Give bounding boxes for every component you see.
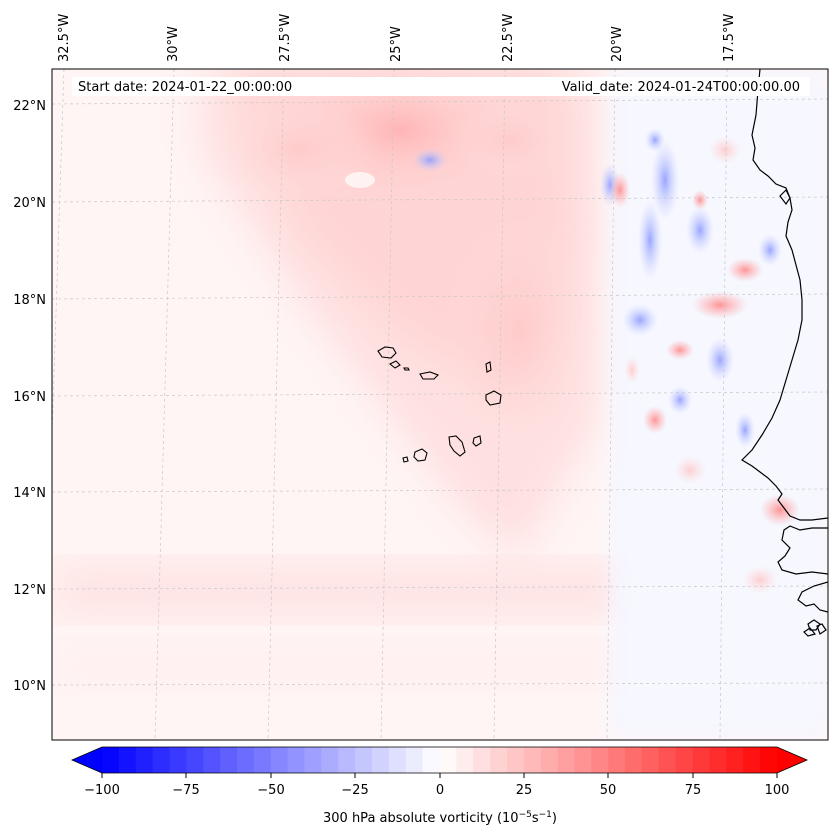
colorbar-segment [405, 747, 424, 773]
island-santiago [448, 435, 466, 457]
island-brava [402, 456, 409, 463]
colorbar-segment [658, 747, 677, 773]
start-date-label: Start date: 2024-01-22_00:00:00 [78, 80, 292, 95]
colorbar-title: 300 hPa absolute vorticity (10−5s−1) [323, 810, 557, 826]
colorbar-segment [473, 747, 491, 773]
colorbar-segment [507, 747, 525, 773]
colorbar-min-extend-arrow [72, 747, 102, 773]
colorbar-tick-label: −100 [84, 783, 120, 798]
colorbar-segment [760, 747, 778, 773]
coastline-gambia [777, 525, 828, 575]
colorbar-segments [102, 747, 778, 773]
colorbar-segment [490, 747, 508, 773]
island-sao-nicolau [419, 371, 439, 380]
lon-label: 30°W [166, 26, 181, 62]
coastline-mauritania-senegal [741, 69, 828, 521]
coastal-islet-1 [803, 627, 817, 637]
colorbar-segment [203, 747, 221, 773]
colorbar-segment [642, 747, 660, 773]
colorbar-tick-label: 50 [600, 783, 617, 798]
map-gridlines [52, 69, 828, 740]
coastline-guinea-bissau [797, 581, 828, 613]
colorbar-segment [253, 747, 272, 773]
coastal-islet-3 [779, 188, 791, 206]
latitude-labels: 22°N 20°N 18°N 16°N 14°N 12°N 10°N [13, 99, 46, 694]
colorbar-segment [523, 747, 542, 773]
lon-label: 27.5°W [278, 14, 293, 62]
lat-label: 18°N [13, 293, 46, 308]
colorbar-segment [692, 747, 711, 773]
colorbar-segment [540, 747, 559, 773]
island-santa-luzia [403, 367, 410, 371]
colorbar-tick-label: 25 [516, 783, 533, 798]
longitude-labels: 32.5°W 30°W 27.5°W 25°W 22.5°W 20°W 17.5… [57, 14, 737, 62]
valid-date-label: Valid_date: 2024-01-24T00:00:00.00 [562, 80, 800, 95]
island-santo-antao [377, 346, 397, 359]
colorbar-ticks [101, 773, 778, 778]
lon-label: 25°W [389, 26, 404, 62]
colorbar-segment [675, 747, 694, 773]
colorbar-tick-label: −50 [257, 783, 284, 798]
colorbar-segment [372, 747, 390, 773]
colorbar-segment [304, 747, 322, 773]
colorbar-segment [608, 747, 626, 773]
colorbar-segment [220, 747, 238, 773]
island-fogo [413, 448, 428, 462]
colorbar-segment [287, 747, 306, 773]
colorbar-tick-label: 0 [436, 783, 444, 798]
colorbar-tick-label: −25 [341, 783, 368, 798]
lat-label: 16°N [13, 390, 46, 405]
colorbar-segment [270, 747, 289, 773]
colorbar-segment [355, 747, 373, 773]
colorbar-tick-label: −75 [172, 783, 199, 798]
colorbar-segment [338, 747, 356, 773]
colorbar-segment [237, 747, 255, 773]
colorbar-segment [591, 747, 609, 773]
west-african-coastline [741, 69, 828, 637]
colorbar-segment [422, 747, 441, 773]
lon-label: 20°W [610, 26, 625, 62]
colorbar-segment [135, 747, 154, 773]
island-boa-vista [485, 390, 502, 406]
colorbar-segment [186, 747, 204, 773]
lat-label: 14°N [13, 486, 46, 501]
lon-label: 17.5°W [722, 14, 737, 62]
colorbar-segment [388, 747, 407, 773]
island-sao-vicente [388, 360, 401, 369]
lat-label: 22°N [13, 99, 46, 114]
coastal-islet-2 [816, 623, 827, 635]
map-frame [51, 68, 829, 741]
colorbar-segment [152, 747, 171, 773]
colorbar-segment [726, 747, 744, 773]
colorbar-max-extend-arrow [777, 747, 807, 773]
header-box [72, 77, 810, 96]
lat-label: 20°N [13, 196, 46, 211]
colorbar-segment [709, 747, 727, 773]
colorbar-tick-label: 75 [685, 783, 702, 798]
colorbar-segment [439, 747, 457, 773]
colorbar-tick-labels: −100 −75 −50 −25 0 25 50 75 100 [84, 783, 789, 798]
colorbar: −100 −75 −50 −25 0 25 50 75 100 300 hPa … [70, 746, 809, 826]
colorbar-segment [456, 747, 474, 773]
island-sal [485, 361, 492, 373]
colorbar-segment [102, 747, 120, 773]
vorticity-field [52, 69, 828, 740]
colorbar-segment [625, 747, 643, 773]
lon-label: 32.5°W [57, 14, 72, 62]
colorbar-segment [118, 747, 137, 773]
colorbar-segment [557, 747, 576, 773]
colorbar-segment [321, 747, 339, 773]
colorbar-segment [169, 747, 187, 773]
colorbar-segment [743, 747, 761, 773]
colorbar-segment [574, 747, 592, 773]
colorbar-tick-label: 100 [765, 783, 790, 798]
island-maio [472, 435, 482, 447]
lat-label: 12°N [13, 583, 46, 598]
lat-label: 10°N [13, 679, 46, 694]
cape-verde-islands [377, 346, 502, 463]
lon-label: 22.5°W [501, 14, 516, 62]
